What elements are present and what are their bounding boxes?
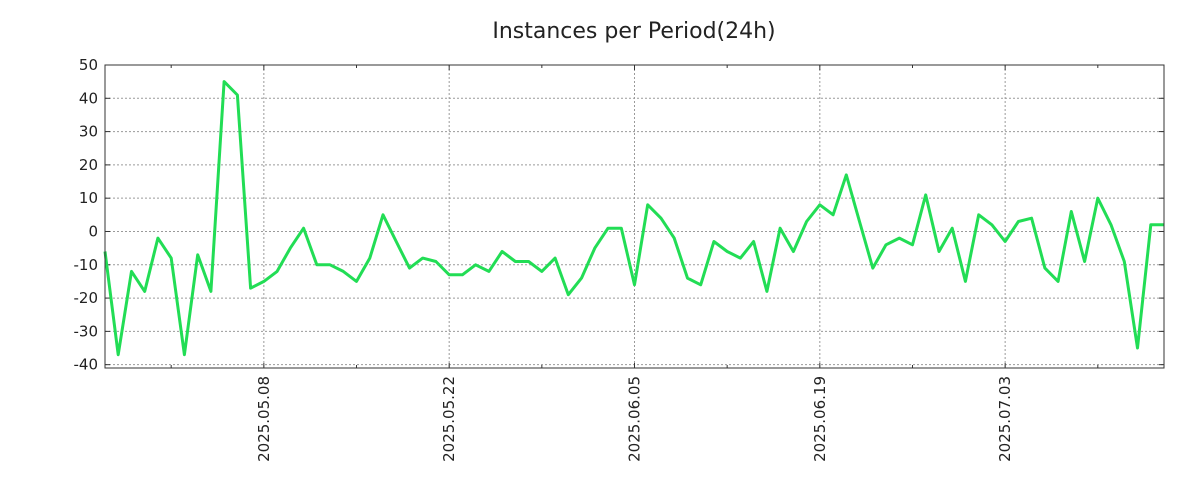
y-tick-label: -10 [74,256,99,274]
y-tick-label: -30 [74,322,99,340]
y-tick-label: 40 [79,89,98,107]
y-tick-label: -20 [74,289,99,307]
series-line [103,80,1164,357]
y-tick-label: 10 [79,189,98,207]
x-tick-label: 2025.05.08 [255,376,273,462]
x-tick-label: 2025.07.03 [996,376,1014,462]
x-tick-label: 2025.05.22 [440,376,458,462]
x-tick-label: 2025.06.19 [811,376,829,462]
y-tick-label: 30 [79,123,98,141]
plot-frame [104,64,1165,369]
y-tick-label: 20 [79,156,98,174]
x-tick-label: 2025.06.05 [626,376,644,462]
y-axis-ticks: 50 40 30 20 10 0 -10 -20 -30 -40 [74,56,1164,374]
y-tick-label: 0 [88,222,98,240]
x-axis-ticks: 2025.05.08 2025.05.22 2025.06.05 2025.06.19… [170,65,1099,462]
y-tick-label: 50 [79,56,98,74]
y-tick-label: -40 [74,356,99,374]
chart-title: Instances per Period(24h) [492,19,775,44]
grid-lines [105,65,1164,368]
